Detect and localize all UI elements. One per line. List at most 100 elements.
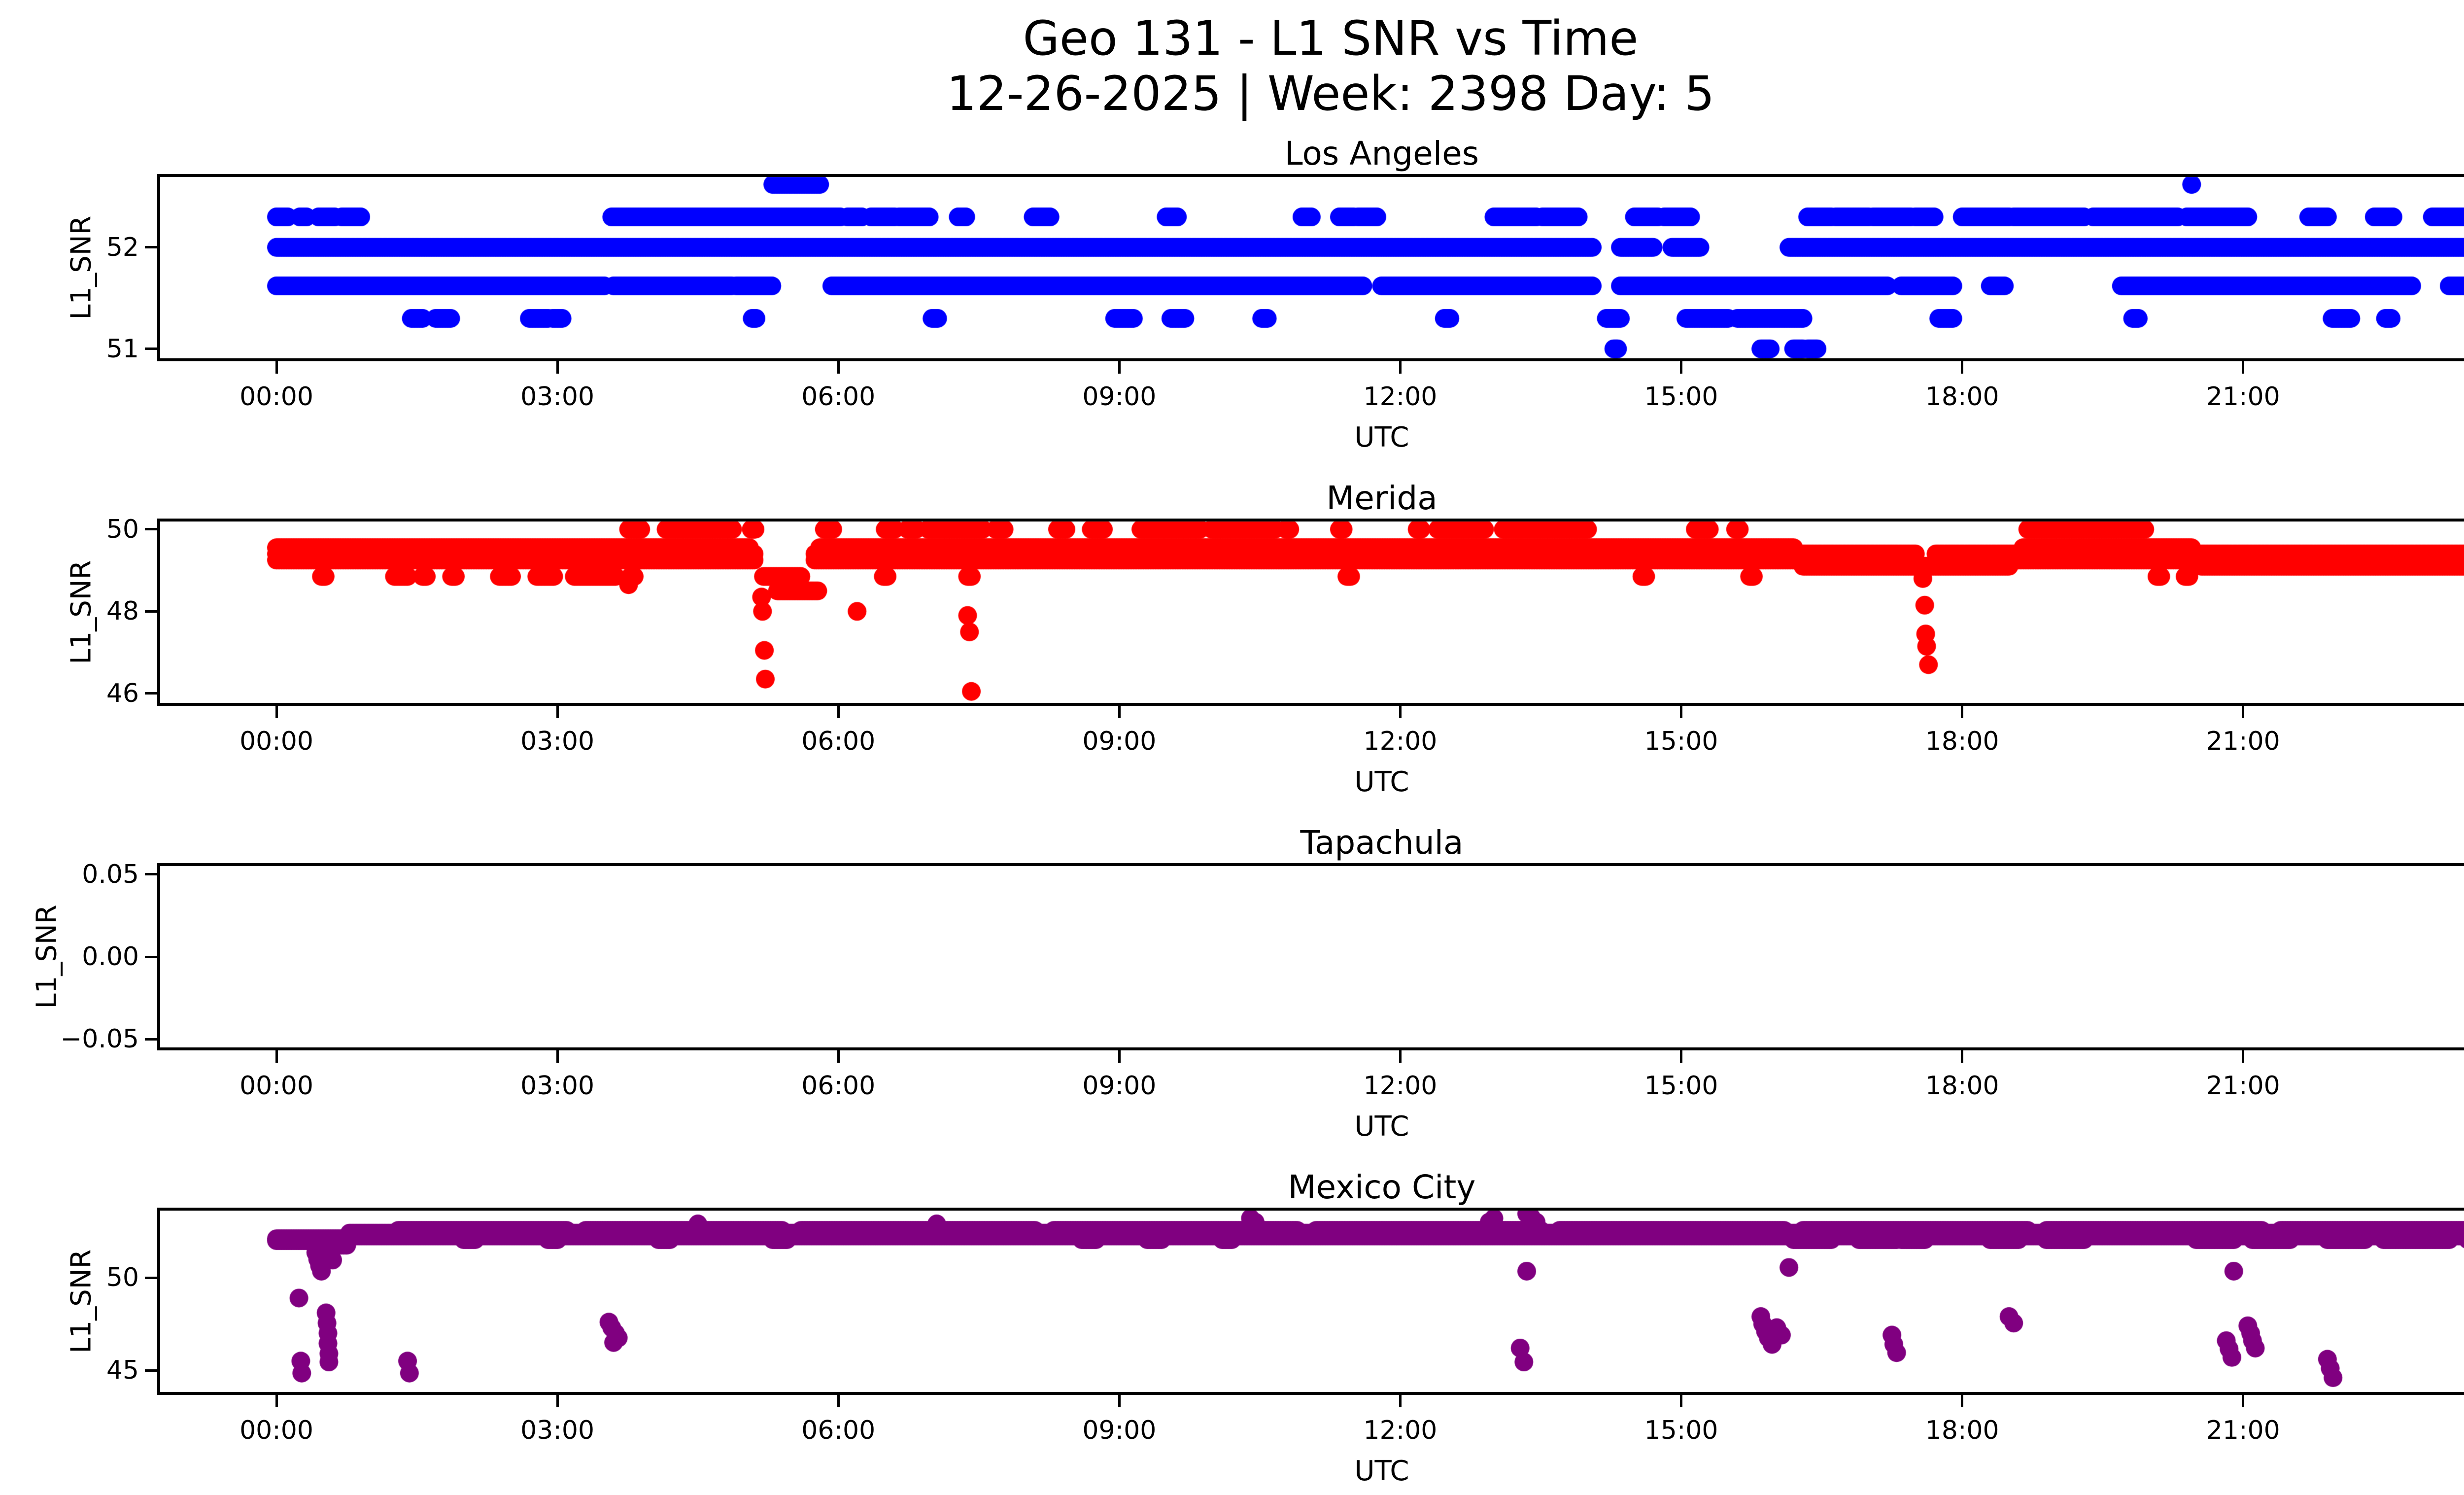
x-tick-label: 15:00 (1644, 727, 1718, 756)
y-tick-mark (145, 873, 157, 876)
subplot-title-1: Merida (1326, 479, 1437, 517)
x-tick-label: 09:00 (1082, 1071, 1157, 1101)
x-tick-mark (2242, 706, 2245, 718)
plot-area-1 (157, 519, 2464, 706)
x-tick-label: 03:00 (520, 1416, 595, 1445)
y-tick-label: 46 (106, 678, 139, 708)
x-tick-label: 06:00 (801, 1071, 876, 1101)
subplot-title-2: Tapachula (1300, 824, 1464, 862)
x-tick-label: 15:00 (1644, 382, 1718, 412)
x-axis-label-2: UTC (1354, 1111, 1409, 1143)
y-tick-label: 0.05 (82, 859, 139, 889)
x-tick-mark (2242, 1050, 2245, 1063)
y-tick-label: 0.00 (82, 942, 139, 972)
x-tick-mark (275, 706, 278, 718)
x-tick-mark (1961, 361, 1964, 374)
x-tick-label: 18:00 (1925, 727, 1999, 756)
x-tick-mark (556, 361, 559, 374)
x-tick-label: 00:00 (240, 382, 313, 412)
y-tick-mark (145, 955, 157, 958)
x-tick-label: 03:00 (520, 382, 595, 412)
x-tick-label: 15:00 (1644, 1071, 1718, 1101)
subplot-title-0: Los Angeles (1284, 135, 1479, 173)
x-tick-mark (837, 706, 840, 718)
x-tick-mark (1118, 706, 1121, 718)
x-tick-label: 00:00 (2450, 1071, 2464, 1101)
x-tick-mark (837, 1395, 840, 1407)
x-tick-mark (1118, 361, 1121, 374)
x-tick-label: 12:00 (1363, 382, 1437, 412)
x-tick-label: 03:00 (520, 1071, 595, 1101)
y-tick-mark (145, 1276, 157, 1279)
y-tick-label: 52 (106, 232, 139, 262)
x-tick-label: 21:00 (2206, 382, 2280, 412)
x-tick-mark (1118, 1395, 1121, 1407)
x-tick-label: 06:00 (801, 727, 876, 756)
x-tick-label: 09:00 (1082, 727, 1157, 756)
x-tick-label: 06:00 (801, 382, 876, 412)
plot-area-2 (157, 863, 2464, 1050)
x-tick-mark (837, 1050, 840, 1063)
x-tick-mark (1680, 706, 1683, 718)
x-tick-label: 18:00 (1925, 1416, 1999, 1445)
x-tick-mark (2242, 361, 2245, 374)
x-tick-label: 00:00 (2450, 382, 2464, 412)
x-tick-label: 00:00 (2450, 1416, 2464, 1445)
x-axis-label-0: UTC (1354, 421, 1409, 453)
x-axis-label-1: UTC (1354, 766, 1409, 798)
y-axis-label-0: L1_SNR (65, 215, 98, 320)
x-tick-label: 21:00 (2206, 727, 2280, 756)
x-tick-mark (1680, 1395, 1683, 1407)
y-tick-label: 48 (106, 596, 139, 626)
x-tick-mark (1118, 1050, 1121, 1063)
x-tick-label: 06:00 (801, 1416, 876, 1445)
x-tick-mark (275, 1395, 278, 1407)
x-tick-mark (2242, 1395, 2245, 1407)
x-tick-label: 00:00 (240, 1416, 313, 1445)
y-tick-mark (145, 1038, 157, 1041)
x-tick-mark (1399, 361, 1402, 374)
y-tick-mark (145, 348, 157, 350)
x-tick-mark (275, 361, 278, 374)
y-tick-mark (145, 610, 157, 613)
x-tick-label: 18:00 (1925, 1071, 1999, 1101)
plot-area-3 (157, 1208, 2464, 1395)
x-tick-mark (556, 1050, 559, 1063)
x-tick-label: 12:00 (1363, 1416, 1437, 1445)
x-tick-label: 18:00 (1925, 382, 1999, 412)
x-tick-mark (1680, 361, 1683, 374)
x-tick-label: 15:00 (1644, 1416, 1718, 1445)
x-tick-mark (1961, 1050, 1964, 1063)
x-tick-mark (556, 1395, 559, 1407)
x-tick-label: 00:00 (240, 1071, 313, 1101)
x-axis-label-3: UTC (1354, 1455, 1409, 1487)
x-tick-label: 21:00 (2206, 1416, 2280, 1445)
x-tick-label: 12:00 (1363, 727, 1437, 756)
y-tick-label: 50 (106, 514, 139, 544)
y-tick-mark (145, 528, 157, 531)
x-tick-label: 09:00 (1082, 1416, 1157, 1445)
x-tick-mark (1399, 1050, 1402, 1063)
y-tick-label: 51 (106, 334, 139, 364)
y-tick-mark (145, 1369, 157, 1372)
y-tick-mark (145, 246, 157, 249)
plot-area-0 (157, 174, 2464, 361)
x-tick-label: 09:00 (1082, 382, 1157, 412)
x-tick-mark (1399, 1395, 1402, 1407)
y-tick-label: 50 (106, 1263, 139, 1293)
subplot-title-3: Mexico City (1288, 1168, 1476, 1206)
x-tick-mark (1961, 706, 1964, 718)
y-tick-label: −0.05 (60, 1024, 139, 1054)
x-tick-label: 12:00 (1363, 1071, 1437, 1101)
x-tick-label: 00:00 (240, 727, 313, 756)
x-tick-label: 03:00 (520, 727, 595, 756)
x-tick-mark (556, 706, 559, 718)
x-tick-label: 21:00 (2206, 1071, 2280, 1101)
x-tick-mark (1680, 1050, 1683, 1063)
x-tick-mark (1961, 1395, 1964, 1407)
y-tick-label: 45 (106, 1356, 139, 1386)
x-tick-mark (1399, 706, 1402, 718)
x-tick-mark (837, 361, 840, 374)
